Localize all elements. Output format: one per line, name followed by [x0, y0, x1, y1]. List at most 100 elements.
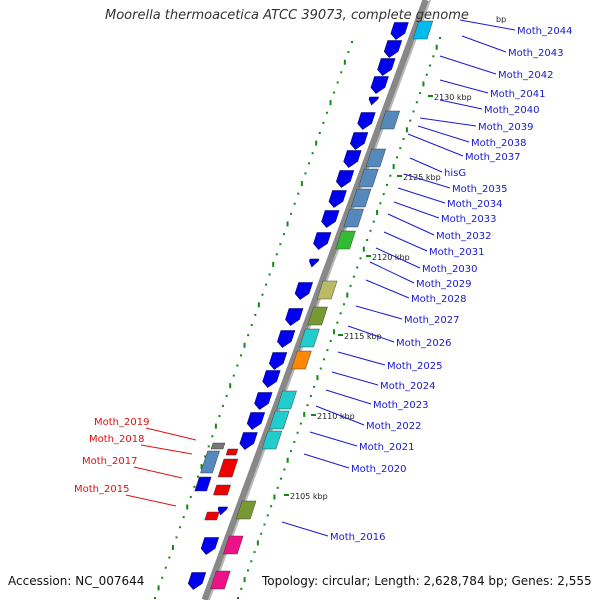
gc-dot [419, 92, 422, 95]
cds-box[interactable] [412, 20, 434, 40]
gc-dot [280, 477, 283, 480]
forward-gene-label[interactable]: Moth_2030 [422, 264, 477, 275]
reverse-gene-arrow[interactable] [200, 450, 220, 474]
forward-gene-arrow[interactable] [245, 412, 266, 430]
gc-dot [336, 81, 339, 84]
forward-gene-arrow[interactable] [312, 232, 332, 250]
forward-gene-label[interactable]: Moth_2028 [411, 294, 466, 305]
gc-dot [175, 536, 178, 539]
reverse-gene-arrow[interactable] [210, 442, 226, 450]
forward-gene-arrow[interactable] [199, 537, 220, 555]
forward-gene-label[interactable]: Moth_2029 [416, 279, 471, 290]
forward-gene-arrow[interactable] [376, 58, 396, 76]
reverse-gene-arrow[interactable] [213, 484, 231, 496]
reverse-gene-label[interactable]: Moth_2015 [74, 484, 129, 495]
forward-gene-arrow[interactable] [238, 432, 258, 450]
cds-box[interactable] [365, 148, 386, 168]
forward-gene-label[interactable]: Moth_2041 [490, 89, 545, 100]
reverse-gene-label[interactable]: Moth_2018 [89, 434, 144, 445]
gc-dot [290, 212, 293, 215]
forward-gene-arrow[interactable] [253, 392, 273, 410]
gc-dot [161, 576, 164, 579]
cds-box[interactable] [358, 168, 379, 188]
forward-gene-arrow[interactable] [369, 76, 389, 94]
forward-gene-arrow[interactable] [307, 258, 320, 268]
gc-dot [243, 342, 246, 348]
forward-gene-label[interactable]: Moth_2033 [441, 214, 496, 225]
forward-gene-arrow[interactable] [320, 210, 340, 228]
scale-ticks: 2130 kbp 2125 kbp 2120 kbp 2115 kbp 2110 kbp… [284, 15, 506, 501]
reverse-gene-arrow[interactable] [194, 476, 212, 492]
cds-box[interactable] [335, 230, 356, 250]
reverse-gene-arrow[interactable] [225, 448, 239, 456]
forward-gene-arrow[interactable] [284, 308, 304, 326]
forward-gene-arrow[interactable] [275, 330, 296, 348]
cds-box[interactable] [235, 500, 257, 520]
cds-box[interactable] [261, 430, 283, 450]
gc-dot [286, 457, 289, 463]
forward-gene-label[interactable]: Moth_2023 [373, 400, 428, 411]
forward-gene-arrow[interactable] [382, 40, 403, 58]
forward-gene-label[interactable]: Moth_2032 [436, 231, 491, 242]
forward-gene-label[interactable]: Moth_2022 [366, 421, 421, 432]
leader-line [303, 453, 350, 469]
gc-dot [311, 152, 314, 155]
gc-dot [254, 313, 257, 316]
forward-gene-label[interactable]: Moth_2042 [498, 70, 553, 81]
cds-box[interactable] [316, 280, 338, 300]
forward-gene-arrow[interactable] [348, 132, 369, 150]
forward-gene-arrow[interactable] [267, 352, 288, 370]
forward-gene-arrow[interactable] [327, 190, 347, 208]
forward-gene-arrow[interactable] [334, 170, 355, 188]
forward-gene-label[interactable]: Moth_2025 [387, 361, 442, 372]
forward-gene-arrow[interactable] [389, 22, 409, 40]
forward-gene-arrow[interactable] [186, 572, 207, 590]
forward-gene-label[interactable]: Moth_2040 [484, 105, 539, 116]
cds-box[interactable] [299, 328, 320, 348]
gc-dot [218, 415, 221, 418]
cds-box[interactable] [343, 208, 364, 228]
cds-box[interactable] [210, 570, 231, 590]
forward-gene-arrow[interactable] [216, 506, 228, 516]
reverse-gene-arrow[interactable] [217, 458, 239, 478]
forward-gene-label[interactable]: Moth_2021 [359, 442, 414, 453]
forward-gene-label[interactable]: Moth_2020 [351, 464, 406, 475]
reverse-gene-label[interactable]: Moth_2019 [94, 417, 149, 428]
forward-gene-label[interactable]: Moth_2027 [404, 315, 459, 326]
forward-gene-label[interactable]: Moth_2044 [517, 26, 572, 37]
forward-gene-label[interactable]: Moth_2016 [330, 532, 385, 543]
forward-gene-arrow[interactable] [342, 150, 362, 168]
cds-box[interactable] [223, 535, 244, 555]
forward-gene-label[interactable]: Moth_2024 [380, 381, 435, 392]
cds-box[interactable] [291, 350, 312, 370]
cds-box[interactable] [269, 410, 290, 430]
cds-box[interactable] [307, 306, 328, 326]
forward-gene-arrow[interactable] [367, 96, 379, 106]
gc-dot [239, 354, 242, 357]
forward-gene-arrow[interactable] [293, 282, 313, 300]
forward-gene-label[interactable]: Moth_2039 [478, 122, 533, 133]
forward-gene-label[interactable]: Moth_2031 [429, 247, 484, 258]
reverse-gene-arrow[interactable] [204, 511, 220, 521]
forward-gene-label[interactable]: Moth_2035 [452, 184, 507, 195]
cds-box[interactable] [379, 110, 400, 130]
forward-gene-label[interactable]: Moth_2043 [508, 48, 563, 59]
gc-dot [362, 246, 365, 252]
cds-box[interactable] [350, 188, 372, 208]
gc-dot [179, 526, 182, 529]
reverse-gene-label[interactable]: Moth_2017 [82, 456, 137, 467]
gc-dot [236, 364, 239, 367]
leader-line [145, 427, 197, 441]
forward-gene-label[interactable]: Moth_2026 [396, 338, 451, 349]
forward-gene-arrow[interactable] [356, 112, 376, 130]
gc-dot [333, 329, 336, 335]
gc-dot [399, 147, 402, 150]
cds-box[interactable] [276, 390, 297, 410]
forward-gene-label[interactable]: Moth_2037 [465, 152, 520, 163]
forward-gene-label[interactable]: hisG [444, 168, 466, 179]
forward-gene-label[interactable]: Moth_2034 [447, 199, 502, 210]
forward-gene-label[interactable]: Moth_2038 [471, 138, 526, 149]
forward-gene-arrow[interactable] [261, 370, 281, 388]
gc-dot [289, 450, 292, 453]
